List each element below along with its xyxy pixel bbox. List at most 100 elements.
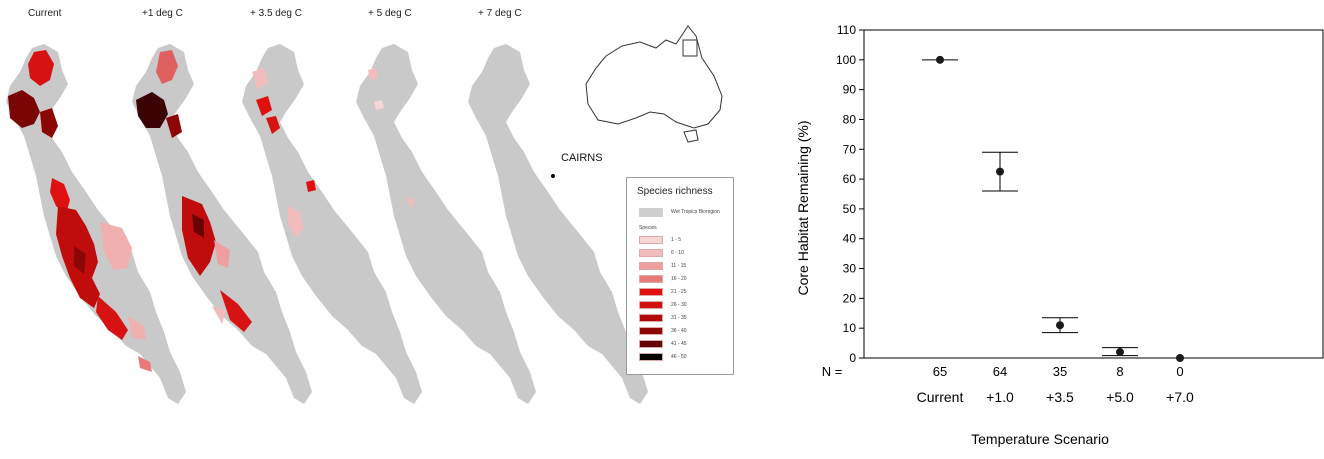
richness-patch <box>156 50 178 84</box>
map-title-plus5: + 5 deg C <box>368 8 412 19</box>
richness-patch <box>40 108 58 138</box>
study-area-box <box>682 39 698 57</box>
legend-class-label: 26 - 30 <box>671 302 687 308</box>
australia-inset-map <box>585 25 723 143</box>
legend-class-label: 11 - 15 <box>671 263 687 269</box>
legend-class-row: 21 - 25 <box>639 288 729 296</box>
richness-patch <box>266 116 280 134</box>
map-title-plus3-5: + 3.5 deg C <box>250 8 302 19</box>
australia-outline <box>585 25 723 129</box>
legend-class-label: 1 - 5 <box>671 237 682 243</box>
species-richness-maps: Current +1 deg C + 3.5 deg C + 5 deg C +… <box>6 8 734 404</box>
y-tick-label: 100 <box>836 53 856 67</box>
richness-patch <box>256 96 272 116</box>
y-tick-label: 10 <box>843 321 857 335</box>
x-axis-labels: N = 65 64 35 8 0 Current +1.0 +3.5 +5.0 +7.0 <box>822 364 1194 405</box>
legend-swatch <box>639 288 663 296</box>
legend-class-label: 41 - 45 <box>671 341 687 347</box>
map-title-plus7: + 7 deg C <box>478 8 522 19</box>
x-tick-label: +5.0 <box>1106 389 1134 405</box>
richness-patch <box>374 100 384 110</box>
legend-class-label: 6 - 10 <box>671 250 684 256</box>
x-tick-label: +3.5 <box>1046 389 1074 405</box>
n-value: 65 <box>933 364 947 379</box>
richness-patch <box>100 222 132 270</box>
legend-title: Species richness <box>637 186 713 197</box>
map-current <box>6 44 186 404</box>
map-plus1 <box>132 44 312 404</box>
legend-swatch <box>639 236 663 244</box>
richness-patch <box>138 356 152 372</box>
y-tick-label: 80 <box>843 112 857 126</box>
legend-swatch <box>639 314 663 322</box>
y-tick-label: 20 <box>843 291 857 305</box>
n-value: 8 <box>1116 364 1123 379</box>
legend-class-row: 11 - 15 <box>639 262 729 270</box>
maps-svg <box>6 25 723 404</box>
y-tick-label: 30 <box>843 262 857 276</box>
y-tick-label: 50 <box>843 202 857 216</box>
legend-class-row: 1 - 5 <box>639 236 729 244</box>
tasmania-outline <box>683 129 699 143</box>
richness-patch <box>96 296 128 340</box>
legend-class-label: 21 - 25 <box>671 289 687 295</box>
richness-patch <box>50 178 70 214</box>
richness-patch <box>212 306 226 324</box>
legend-class-label: 46 - 50 <box>671 354 687 360</box>
y-tick-label: 70 <box>843 142 857 156</box>
legend-swatch <box>639 275 663 283</box>
legend-swatch <box>639 249 663 257</box>
legend-swatch <box>639 327 663 335</box>
richness-patch <box>8 90 40 128</box>
y-tick-label: 60 <box>843 172 857 186</box>
map-plus3-5 <box>242 44 422 404</box>
richness-patch <box>28 50 54 86</box>
legend-species-label: Species <box>639 225 657 231</box>
x-axis-label: Temperature Scenario <box>971 431 1109 447</box>
richness-patch <box>252 68 268 90</box>
cairns-label: CAIRNS <box>561 152 603 164</box>
richness-patch <box>192 214 204 238</box>
legend-class-row: 36 - 40 <box>639 327 729 335</box>
richness-patch <box>182 196 216 276</box>
y-tick-label: 110 <box>837 23 856 37</box>
n-value: 35 <box>1053 364 1067 379</box>
legend-class-row: 41 - 45 <box>639 340 729 348</box>
richness-patch <box>306 180 316 192</box>
legend-bioregion-swatch <box>639 208 663 217</box>
data-markers <box>922 55 1184 362</box>
data-point <box>1176 354 1184 362</box>
richness-patch <box>166 114 182 138</box>
x-tick-label: +7.0 <box>1166 389 1194 405</box>
legend-class-row: 6 - 10 <box>639 249 729 257</box>
n-value: 64 <box>993 364 1007 379</box>
richness-patch <box>128 316 146 340</box>
legend-swatch <box>639 262 663 270</box>
richness-patch <box>136 92 168 128</box>
y-tick-label: 0 <box>849 351 856 365</box>
legend-swatch <box>639 353 663 361</box>
core-habitat-chart: 0 10 20 30 40 50 60 70 80 90 100 110 N = 65 64 35 8 0 Cur… <box>760 0 1324 454</box>
legend-bioregion-label: Wet Tropics Bioregion <box>671 209 720 215</box>
richness-patch <box>74 246 86 274</box>
y-axis: 0 10 20 30 40 50 60 70 80 90 100 110 <box>836 23 864 365</box>
n-value: 0 <box>1176 364 1183 379</box>
data-point <box>996 167 1004 176</box>
map-title-current: Current <box>28 8 62 19</box>
data-point <box>936 55 944 64</box>
legend-class-row: 16 - 20 <box>639 275 729 283</box>
x-tick-label: Current <box>917 389 964 405</box>
legend-swatch <box>639 301 663 309</box>
legend-class-label: 36 - 40 <box>671 328 687 334</box>
cairns-marker <box>551 174 555 178</box>
data-point <box>1056 321 1064 330</box>
richness-patch <box>214 240 230 268</box>
x-tick-label: +1.0 <box>986 389 1014 405</box>
species-richness-legend: Species richness Wet Tropics Bioregion S… <box>626 177 734 375</box>
legend-swatch <box>639 340 663 348</box>
legend-class-label: 31 - 35 <box>671 315 687 321</box>
legend-class-row: 31 - 35 <box>639 314 729 322</box>
legend-class-row: 46 - 50 <box>639 353 729 361</box>
richness-patch <box>288 206 304 238</box>
